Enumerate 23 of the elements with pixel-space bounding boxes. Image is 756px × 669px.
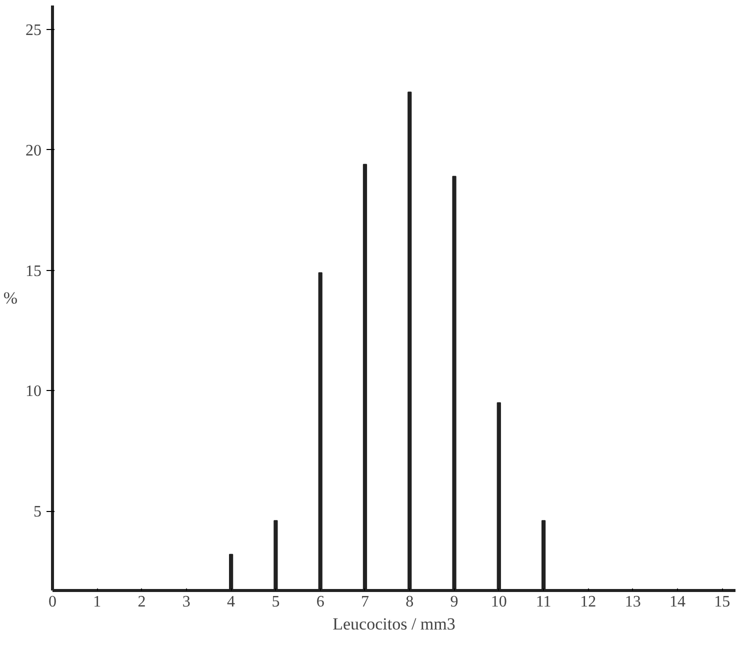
y-axis-title: % [3, 288, 18, 308]
x-tick-label: 13 [624, 594, 641, 610]
x-tick-label: 14 [669, 594, 686, 610]
y-tick-label: 25 [26, 22, 42, 40]
x-tick-label: 5 [272, 594, 280, 610]
y-tick-label: 20 [26, 142, 42, 160]
x-tick-label: 8 [406, 594, 414, 610]
x-tick-label: 10 [490, 594, 507, 610]
x-tick-label: 4 [227, 594, 236, 610]
y-tick-label: 5 [34, 504, 42, 521]
x-tick-label: 3 [182, 594, 190, 610]
x-tick-label: 12 [580, 594, 596, 610]
x-tick-label: 1 [93, 594, 102, 610]
x-tick-label: 15 [714, 594, 730, 610]
y-tick-label: 10 [26, 383, 42, 400]
x-tick-label: 6 [316, 594, 324, 610]
x-tick-label: 9 [450, 594, 458, 610]
x-tick-label: 7 [360, 594, 369, 610]
x-axis-title: Leucocitos / mm3 [332, 614, 456, 634]
x-tick-label: 0 [48, 594, 56, 610]
x-tick-label: 2 [138, 594, 146, 610]
y-tick-label: 15 [26, 262, 42, 280]
x-tick-label: 11 [536, 594, 552, 610]
